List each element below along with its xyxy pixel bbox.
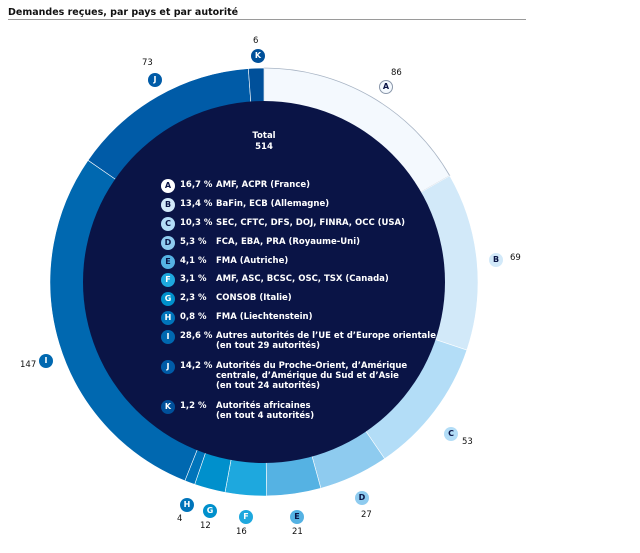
legend-label-e: FMA (Autriche) [216,256,289,266]
slice-value-i: 147 [20,360,37,370]
slice-value-f: 16 [236,527,247,537]
slice-badge-f: F [239,510,253,524]
slice-badge-j: J [148,73,162,87]
legend-pct-e: 4,1 % [180,256,207,266]
legend-label-k: Autorités africaines (en tout 4 autorité… [216,401,315,421]
slice-value-d: 27 [361,510,372,520]
slice-value-e: 21 [292,527,303,537]
slice-value-g: 12 [200,521,211,531]
slice-badge-k: K [251,49,265,63]
slice-badge-a: A [379,80,393,94]
title-divider [8,19,526,20]
slice-badge-g: G [203,504,217,518]
slice-badge-b: B [489,253,503,267]
legend-pct-i: 28,6 % [180,331,213,341]
legend-label-j: Autorités du Proche-Orient, d’Amérique c… [216,361,408,391]
slice-badge-h: H [180,498,194,512]
legend-pct-k: 1,2 % [180,401,207,411]
legend-badge-d: D [161,236,175,250]
slice-value-a: 86 [391,68,402,78]
legend-badge-c: C [161,217,175,231]
legend-badge-i: I [161,330,175,344]
legend-label-g: CONSOB (Italie) [216,293,292,303]
legend-pct-d: 5,3 % [180,237,207,247]
legend-badge-f: F [161,273,175,287]
slice-badge-d: D [355,491,369,505]
chart-title: Demandes reçues, par pays et par autorit… [8,7,239,18]
donut-center [83,101,445,463]
legend-pct-c: 10,3 % [180,218,213,228]
slice-badge-c: C [444,427,458,441]
legend-badge-h: H [161,311,175,325]
legend-label-c: SEC, CFTC, DFS, DOJ, FINRA, OCC (USA) [216,218,406,228]
legend-label-f: AMF, ASC, BCSC, OSC, TSX (Canada) [216,274,389,284]
legend-label-a: AMF, ACPR (France) [216,180,311,190]
slice-value-b: 69 [510,253,521,263]
legend-badge-a: A [161,179,175,193]
legend-badge-b: B [161,198,175,212]
total-label: Total [252,131,276,141]
legend-badge-e: E [161,255,175,269]
legend-badge-j: J [161,360,175,374]
slice-badge-i: I [39,354,53,368]
legend-label-b: BaFin, ECB (Allemagne) [216,199,330,209]
legend-pct-g: 2,3 % [180,293,207,303]
legend-label-d: FCA, EBA, PRA (Royaume-Uni) [216,237,360,247]
total-value: 514 [255,142,273,152]
slice-value-c: 53 [462,437,473,447]
legend-pct-b: 13,4 % [180,199,213,209]
slice-badge-e: E [290,510,304,524]
slice-value-j: 73 [142,58,153,68]
legend-pct-h: 0,8 % [180,312,207,322]
legend-badge-k: K [161,400,175,414]
legend-label-h: FMA (Liechtenstein) [216,312,313,322]
slice-value-k: 6 [253,36,259,46]
legend-pct-a: 16,7 % [180,180,213,190]
legend-pct-j: 14,2 % [180,361,213,371]
legend-label-i: Autres autorités de l’UE et d’Europe ori… [216,331,436,351]
slice-value-h: 4 [177,514,183,524]
legend-badge-g: G [161,292,175,306]
legend-pct-f: 3,1 % [180,274,207,284]
